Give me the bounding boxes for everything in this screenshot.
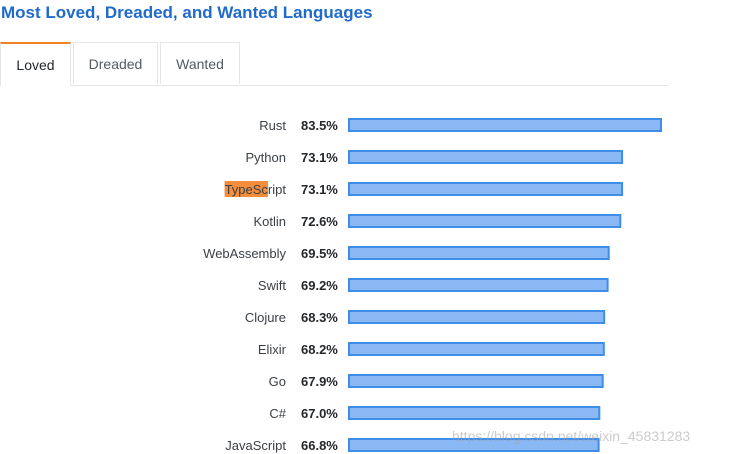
category-label: C# [269, 406, 286, 421]
bar-chart: Rust 83.5% Python 73.1% TypeScript 73.1% Kotli… [203, 118, 662, 453]
category-label: Clojure [245, 310, 286, 325]
category-label: Rust [259, 118, 286, 133]
value-label: 68.3% [301, 310, 338, 325]
category-label: Go [269, 374, 286, 389]
category-label: WebAssembly [203, 246, 286, 261]
value-label: 72.6% [301, 214, 338, 229]
value-label: 69.5% [301, 246, 338, 261]
category-label: JavaScript [225, 438, 286, 453]
value-label: 67.0% [301, 406, 338, 421]
text-selection-highlight [224, 181, 268, 197]
bar [348, 310, 606, 324]
tab-bar: Loved Dreaded Wanted [0, 42, 668, 86]
value-label: 83.5% [301, 118, 338, 133]
value-label: 73.1% [301, 150, 338, 165]
bar [348, 342, 605, 356]
bar [348, 374, 604, 388]
category-label: Kotlin [253, 214, 286, 229]
category-label: Python [246, 150, 286, 165]
tab-wanted[interactable]: Wanted [160, 42, 240, 84]
tab-dreaded[interactable]: Dreaded [73, 42, 158, 84]
value-label: 68.2% [301, 342, 338, 357]
category-label: Elixir [258, 342, 287, 357]
value-label: 73.1% [301, 182, 338, 197]
bar [348, 182, 624, 196]
value-label: 69.2% [301, 278, 338, 293]
watermark: https://blog.csdn.net/weixin_45831283 [452, 428, 691, 444]
page-title: Most Loved, Dreaded, and Wanted Language… [1, 3, 373, 22]
category-label: TypeScript [225, 182, 287, 197]
bar [348, 278, 609, 292]
bar [348, 118, 662, 132]
value-label: 67.9% [301, 374, 338, 389]
bar [348, 214, 622, 228]
bar [348, 438, 600, 452]
category-label: Swift [258, 278, 287, 293]
bar [348, 406, 601, 420]
bar [348, 150, 624, 164]
tab-loved[interactable]: Loved [0, 42, 71, 86]
bar [348, 246, 610, 260]
value-label: 66.8% [301, 438, 338, 453]
